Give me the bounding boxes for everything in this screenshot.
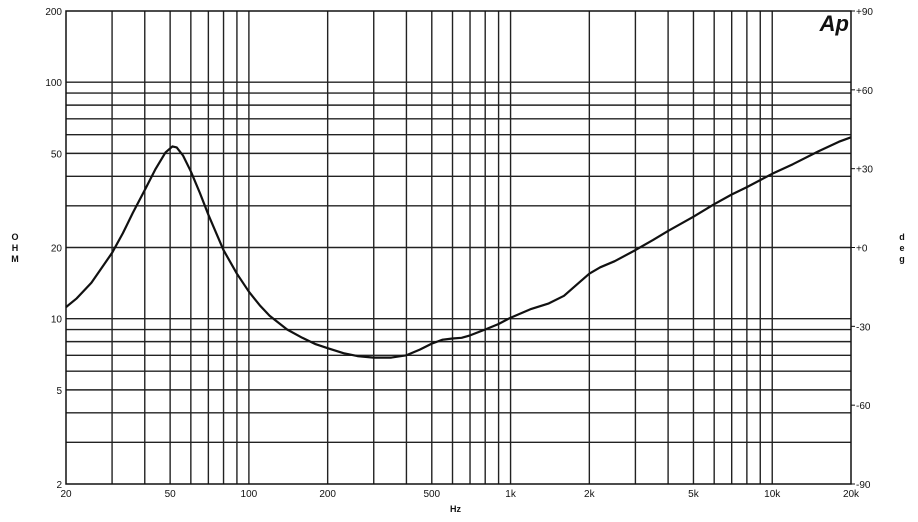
y2-tick-label: -30 — [856, 322, 871, 333]
y2-axis-label-letter: g — [899, 254, 905, 264]
y2-tick-label: +0 — [856, 244, 868, 255]
y-tick-label: 5 — [56, 386, 62, 397]
y-tick-label: 200 — [45, 7, 62, 18]
curves — [65, 136, 852, 359]
y2-axis-label-letter: d — [899, 232, 905, 242]
y-axis-label-right: deg — [899, 232, 905, 264]
x-tick-label: 20k — [843, 489, 860, 500]
x-tick-label: 10k — [764, 489, 781, 500]
ap-logo: Ap — [819, 11, 849, 36]
x-axis-label: Hz — [450, 504, 461, 514]
y2-tick-label: +90 — [856, 7, 873, 18]
x-tick-label: 200 — [319, 489, 336, 500]
impedance-curve — [65, 136, 852, 359]
y-tick-label: 10 — [51, 315, 63, 326]
x-tick-label: 1k — [505, 489, 517, 500]
y2-tick-label: +30 — [856, 165, 873, 176]
x-tick-label: 50 — [165, 489, 177, 500]
y-tick-label: 100 — [45, 78, 62, 89]
y-axis-label-letter: M — [11, 254, 19, 264]
y-axis-label-letter: O — [11, 232, 18, 242]
y-tick-label: 2 — [56, 480, 62, 491]
y-axis-label-letter: H — [12, 243, 19, 253]
y-tick-label: 20 — [51, 244, 63, 255]
y-tick-label: 50 — [51, 149, 63, 160]
x-tick-label: 2k — [584, 489, 596, 500]
y2-tick-label: -60 — [856, 401, 871, 412]
x-tick-label: 5k — [688, 489, 700, 500]
grid — [66, 11, 851, 484]
x-tick-label: 100 — [241, 489, 258, 500]
y-axis-label-left: OHM — [11, 232, 19, 264]
y2-tick-label: -90 — [856, 480, 871, 491]
x-tick-label: 500 — [423, 489, 440, 500]
tick-labels: 20 50 100 200 500 1k 2k 5k 10k 20k 2 5 10 20 50 100 200 +… — [45, 7, 873, 500]
y2-tick-label: +60 — [856, 86, 873, 97]
y2-axis-label-letter: e — [899, 243, 904, 253]
x-tick-label: 20 — [60, 489, 72, 500]
